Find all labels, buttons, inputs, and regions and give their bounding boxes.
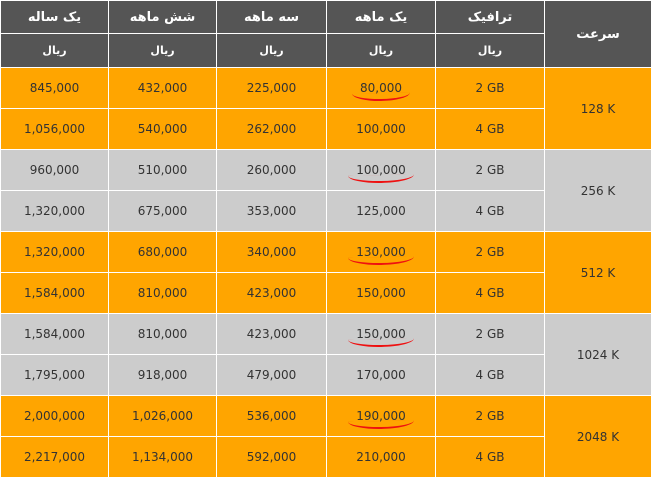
cell-one-year: 960,000 bbox=[1, 150, 108, 190]
cell-three-month: 260,000 bbox=[217, 150, 326, 190]
cell-six-month: 432,000 bbox=[109, 68, 216, 108]
table-row: 845,000 432,000 225,000 80,000 2 GB 128 … bbox=[1, 68, 651, 149]
unit-traffic: ریال bbox=[436, 34, 544, 67]
cell-three-month: 225,000 bbox=[217, 68, 326, 108]
header-row-titles: یک ساله شش ماهه سه ماهه یک ماهه ترافیک س… bbox=[1, 1, 651, 67]
cell-one-month: 100,000 bbox=[327, 109, 435, 149]
cell-three-month: 423,000 bbox=[217, 273, 326, 313]
cell-three-month: 592,000 bbox=[217, 437, 326, 477]
cell-one-month: 150,000 bbox=[327, 314, 435, 354]
cell-three-month: 353,000 bbox=[217, 191, 326, 231]
col-header-three-month: سه ماهه bbox=[217, 1, 326, 33]
cell-speed: 128 K bbox=[545, 68, 651, 149]
cell-one-year: 1,056,000 bbox=[1, 109, 108, 149]
cell-traffic: 4 GB bbox=[436, 191, 544, 231]
table-body: 845,000 432,000 225,000 80,000 2 GB 128 … bbox=[1, 68, 651, 477]
cell-six-month: 540,000 bbox=[109, 109, 216, 149]
cell-traffic: 4 GB bbox=[436, 273, 544, 313]
col-header-speed: سرعت bbox=[545, 1, 651, 67]
table-row: 1,320,000 675,000 353,000 125,000 4 GB bbox=[1, 191, 651, 231]
table-row: 1,056,000 540,000 262,000 100,000 4 GB bbox=[1, 109, 651, 149]
cell-traffic: 4 GB bbox=[436, 437, 544, 477]
cell-one-month: 150,000 bbox=[327, 273, 435, 313]
col-header-one-year: یک ساله bbox=[1, 1, 108, 33]
table-header: یک ساله شش ماهه سه ماهه یک ماهه ترافیک س… bbox=[1, 1, 651, 67]
cell-three-month: 423,000 bbox=[217, 314, 326, 354]
cell-three-month: 536,000 bbox=[217, 396, 326, 436]
cell-speed: 2048 K bbox=[545, 396, 651, 477]
cell-speed: 512 K bbox=[545, 232, 651, 313]
cell-one-month: 100,000 bbox=[327, 150, 435, 190]
cell-six-month: 510,000 bbox=[109, 150, 216, 190]
cell-one-month: 210,000 bbox=[327, 437, 435, 477]
cell-one-month: 170,000 bbox=[327, 355, 435, 395]
table-row: 960,000 510,000 260,000 100,000 2 GB 256… bbox=[1, 150, 651, 231]
cell-traffic: 2 GB bbox=[436, 396, 544, 436]
table-row: 1,795,000 918,000 479,000 170,000 4 GB bbox=[1, 355, 651, 395]
cell-one-year: 1,584,000 bbox=[1, 314, 108, 354]
cell-traffic: 4 GB bbox=[436, 109, 544, 149]
cell-six-month: 1,134,000 bbox=[109, 437, 216, 477]
cell-six-month: 1,026,000 bbox=[109, 396, 216, 436]
cell-one-year: 2,217,000 bbox=[1, 437, 108, 477]
highlighted-price: 80,000 bbox=[360, 81, 402, 95]
cell-one-month: 190,000 bbox=[327, 396, 435, 436]
cell-speed: 256 K bbox=[545, 150, 651, 231]
cell-traffic: 4 GB bbox=[436, 355, 544, 395]
cell-six-month: 675,000 bbox=[109, 191, 216, 231]
cell-speed: 1024 K bbox=[545, 314, 651, 395]
col-header-one-month: یک ماهه bbox=[327, 1, 435, 33]
table-row: 1,584,000 810,000 423,000 150,000 2 GB 1… bbox=[1, 314, 651, 395]
highlighted-price: 130,000 bbox=[356, 245, 406, 259]
cell-one-month: 80,000 bbox=[327, 68, 435, 108]
cell-one-month: 125,000 bbox=[327, 191, 435, 231]
unit-one-month: ریال bbox=[327, 34, 435, 67]
cell-three-month: 479,000 bbox=[217, 355, 326, 395]
cell-traffic: 2 GB bbox=[436, 314, 544, 354]
highlighted-price: 100,000 bbox=[356, 163, 406, 177]
highlighted-price: 190,000 bbox=[356, 409, 406, 423]
unit-one-year: ریال bbox=[1, 34, 108, 67]
cell-one-year: 845,000 bbox=[1, 68, 108, 108]
table-row: 2,217,000 1,134,000 592,000 210,000 4 GB bbox=[1, 437, 651, 477]
col-header-six-month: شش ماهه bbox=[109, 1, 216, 33]
cell-one-year: 1,320,000 bbox=[1, 191, 108, 231]
cell-six-month: 918,000 bbox=[109, 355, 216, 395]
cell-one-year: 2,000,000 bbox=[1, 396, 108, 436]
cell-six-month: 810,000 bbox=[109, 314, 216, 354]
cell-one-year: 1,320,000 bbox=[1, 232, 108, 272]
table-row: 1,584,000 810,000 423,000 150,000 4 GB bbox=[1, 273, 651, 313]
cell-six-month: 680,000 bbox=[109, 232, 216, 272]
highlighted-price: 150,000 bbox=[356, 327, 406, 341]
cell-three-month: 340,000 bbox=[217, 232, 326, 272]
unit-six-month: ریال bbox=[109, 34, 216, 67]
cell-one-month: 130,000 bbox=[327, 232, 435, 272]
cell-one-year: 1,584,000 bbox=[1, 273, 108, 313]
cell-traffic: 2 GB bbox=[436, 150, 544, 190]
cell-traffic: 2 GB bbox=[436, 232, 544, 272]
header-row-units: ریال ریال ریال ریال ریال bbox=[1, 34, 651, 67]
cell-traffic: 2 GB bbox=[436, 68, 544, 108]
table-row: 1,320,000 680,000 340,000 130,000 2 GB 5… bbox=[1, 232, 651, 313]
cell-one-year: 1,795,000 bbox=[1, 355, 108, 395]
table-row: 2,000,000 1,026,000 536,000 190,000 2 GB… bbox=[1, 396, 651, 477]
col-header-traffic: ترافیک bbox=[436, 1, 544, 33]
unit-three-month: ریال bbox=[217, 34, 326, 67]
cell-three-month: 262,000 bbox=[217, 109, 326, 149]
cell-six-month: 810,000 bbox=[109, 273, 216, 313]
